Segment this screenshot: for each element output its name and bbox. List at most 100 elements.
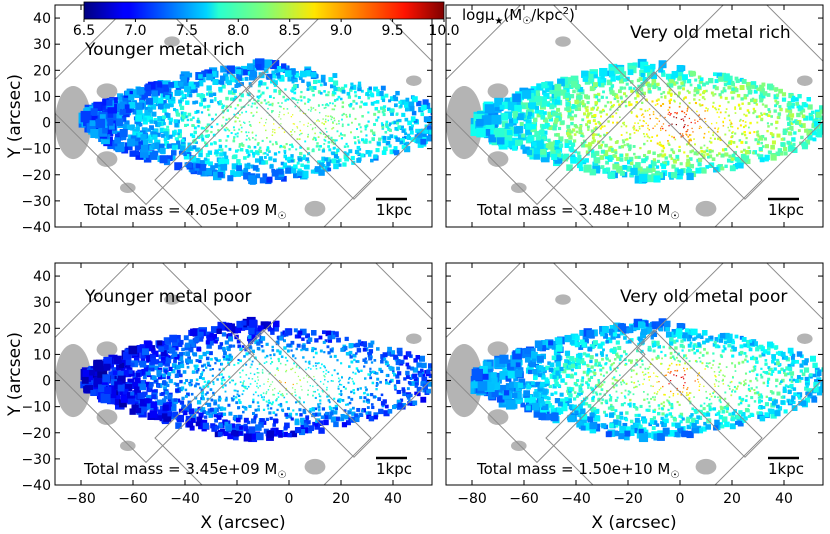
spaxel xyxy=(623,144,626,147)
spaxel xyxy=(311,88,315,93)
spaxel xyxy=(364,360,368,364)
spaxel xyxy=(314,138,317,142)
spaxel xyxy=(237,344,242,349)
spaxel xyxy=(222,407,227,411)
spaxel xyxy=(348,365,351,368)
spaxel xyxy=(151,96,158,103)
spaxel xyxy=(609,325,616,331)
spaxel xyxy=(340,393,343,396)
spaxel xyxy=(176,414,185,423)
spaxel xyxy=(291,134,293,136)
spaxel xyxy=(234,120,237,123)
spaxel xyxy=(626,166,632,172)
spaxel xyxy=(734,108,737,110)
spaxel xyxy=(114,103,123,112)
spaxel xyxy=(314,109,317,111)
spaxel xyxy=(618,75,624,80)
spaxel xyxy=(632,164,637,169)
y-tick-label: −40 xyxy=(21,220,51,236)
spaxel xyxy=(352,380,354,383)
spaxel xyxy=(376,383,379,386)
spaxel xyxy=(599,385,602,388)
spaxel xyxy=(237,398,241,402)
spaxel xyxy=(327,134,330,137)
spaxel xyxy=(296,382,298,385)
spaxel xyxy=(238,431,243,436)
spaxel xyxy=(156,373,161,378)
spaxel xyxy=(149,381,154,387)
spaxel xyxy=(307,133,309,136)
spaxel xyxy=(734,76,739,81)
y-tick-label: 40 xyxy=(33,11,51,27)
spaxel xyxy=(174,144,180,150)
spaxel xyxy=(319,145,322,148)
spaxel xyxy=(376,347,380,351)
spaxel xyxy=(712,106,714,108)
spaxel xyxy=(628,86,633,91)
spaxel xyxy=(658,60,667,69)
spaxel xyxy=(299,95,303,99)
spaxel xyxy=(203,363,207,367)
spaxel xyxy=(706,153,709,156)
spaxel xyxy=(122,97,132,107)
spaxel xyxy=(276,408,279,412)
spaxel xyxy=(681,133,684,135)
spaxel xyxy=(249,74,256,81)
spaxel xyxy=(612,104,615,107)
spaxel xyxy=(333,154,339,159)
spaxel xyxy=(533,153,541,160)
spaxel xyxy=(599,134,602,138)
spaxel xyxy=(594,101,598,105)
spaxel xyxy=(778,151,784,156)
spaxel xyxy=(277,403,280,406)
spaxel xyxy=(741,79,747,84)
spaxel xyxy=(380,401,386,406)
spaxel xyxy=(263,160,269,165)
spaxel xyxy=(188,408,195,415)
spaxel xyxy=(596,82,601,87)
spaxel xyxy=(815,111,822,118)
spaxel xyxy=(225,126,228,129)
spaxel xyxy=(276,74,281,79)
spaxel xyxy=(439,366,446,373)
spaxel xyxy=(190,417,196,423)
spaxel xyxy=(775,93,780,97)
spaxel xyxy=(119,129,128,138)
spaxel xyxy=(355,102,358,105)
spaxel xyxy=(266,176,273,183)
spaxel xyxy=(597,121,600,124)
spaxel xyxy=(599,156,603,160)
y-tick-label: −20 xyxy=(21,426,51,442)
spaxel xyxy=(761,88,765,92)
spaxel xyxy=(178,150,183,155)
spaxel xyxy=(621,100,624,104)
spaxel xyxy=(712,72,717,77)
spaxel xyxy=(216,378,219,381)
spaxel xyxy=(341,118,343,121)
spaxel xyxy=(243,171,251,180)
spaxel xyxy=(136,137,141,142)
spaxel xyxy=(385,140,391,146)
spaxel xyxy=(266,136,268,139)
spaxel xyxy=(427,363,432,368)
spaxel xyxy=(439,386,445,392)
spaxel xyxy=(679,360,682,363)
spaxel xyxy=(585,108,589,112)
spaxel xyxy=(719,111,722,114)
spaxel xyxy=(221,386,224,389)
spaxel xyxy=(697,120,699,123)
spaxel xyxy=(555,112,561,118)
spaxel xyxy=(437,381,441,385)
spaxel xyxy=(315,145,319,148)
spaxel xyxy=(143,367,149,372)
spaxel xyxy=(731,87,735,91)
spaxel xyxy=(301,170,309,179)
spaxel xyxy=(688,157,693,161)
spaxel xyxy=(142,407,148,412)
spaxel xyxy=(284,356,287,359)
spaxel xyxy=(617,66,624,73)
spaxel xyxy=(586,105,589,109)
spaxel xyxy=(664,156,668,160)
spaxel xyxy=(117,384,125,392)
spaxel xyxy=(207,113,211,117)
